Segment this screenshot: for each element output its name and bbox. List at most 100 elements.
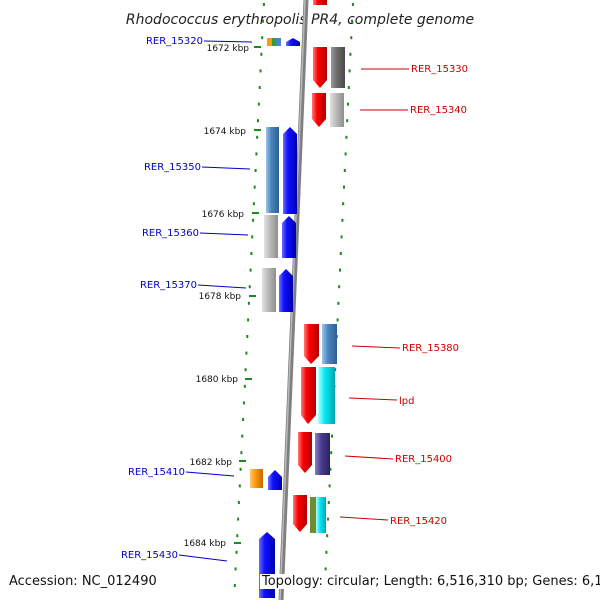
left-guide-dash bbox=[235, 550, 238, 554]
gene-rer-15330[interactable] bbox=[313, 47, 327, 88]
scale-tick-label-1682: 1682 kbp bbox=[190, 458, 233, 468]
leader-rer-15350 bbox=[201, 166, 251, 170]
right-guide-dash bbox=[348, 69, 351, 73]
gene-lpd[interactable] bbox=[318, 367, 335, 424]
left-guide-dash bbox=[241, 434, 244, 438]
left-guide-dash bbox=[254, 169, 257, 172]
leader-rer-15420 bbox=[339, 516, 389, 521]
gene-rer-15340[interactable] bbox=[312, 93, 326, 127]
gene-rer-15400[interactable] bbox=[315, 433, 330, 475]
right-guide-dash bbox=[331, 434, 333, 438]
left-guide-dash bbox=[244, 368, 247, 372]
gene-rer-15420[interactable] bbox=[316, 497, 326, 533]
gene-rer-15370[interactable] bbox=[279, 269, 293, 312]
right-gene-labels: RER_15330 RER_15340 RER_15380 lpd RER_15… bbox=[339, 64, 468, 527]
label-rer-15430[interactable]: RER_15430 bbox=[121, 550, 178, 561]
leader-rer-15360 bbox=[199, 232, 249, 236]
right-guide-dash bbox=[345, 135, 348, 139]
label-rer-15410[interactable]: RER_15410 bbox=[128, 467, 185, 478]
scale-tick-label-1680: 1680 kbp bbox=[196, 375, 239, 385]
left-guide-dash bbox=[248, 285, 251, 289]
right-guide-dash bbox=[327, 517, 329, 521]
left-guide-dash bbox=[240, 451, 243, 455]
label-rer-15330[interactable]: RER_15330 bbox=[411, 64, 468, 75]
right-guide-dash bbox=[325, 550, 328, 554]
gene-red-420a[interactable] bbox=[293, 495, 307, 532]
leader-rer-15430 bbox=[178, 554, 228, 562]
genome-title: Rhodococcus erythropolis PR4, complete g… bbox=[126, 12, 474, 28]
gene-rer-15320[interactable] bbox=[286, 38, 300, 46]
left-guide-dash bbox=[249, 268, 252, 272]
gene-olive[interactable] bbox=[310, 497, 316, 533]
left-guide-dash bbox=[260, 52, 263, 56]
left-guide-dash bbox=[247, 318, 250, 322]
scale-tick-label-1676: 1676 kbp bbox=[202, 210, 245, 220]
gene-red-380a[interactable] bbox=[304, 324, 319, 364]
topology-text: Topology: circular; Length: 6,516,310 bp… bbox=[260, 574, 600, 589]
left-guide-dash bbox=[233, 584, 236, 587]
label-rer-15400[interactable]: RER_15400 bbox=[395, 454, 452, 465]
left-guide-dash bbox=[242, 418, 245, 421]
label-rer-15320[interactable]: RER_15320 bbox=[146, 36, 203, 47]
label-rer-15340[interactable]: RER_15340 bbox=[410, 105, 467, 116]
label-rer-15420[interactable]: RER_15420 bbox=[390, 516, 447, 527]
left-guide-dash bbox=[262, 3, 265, 6]
right-guide-dash bbox=[347, 102, 349, 106]
right-guide-dash bbox=[324, 567, 327, 571]
right-guide-dash bbox=[347, 86, 350, 89]
right-guide-dash bbox=[351, 19, 354, 23]
gene-green-small[interactable] bbox=[272, 38, 276, 46]
label-rer-15360[interactable]: RER_15360 bbox=[142, 228, 199, 239]
scale-tick-label-1684: 1684 kbp bbox=[184, 539, 227, 549]
scale-tick-label-1672: 1672 kbp bbox=[207, 44, 250, 54]
left-guide-dash bbox=[251, 235, 254, 239]
left-guide-dash bbox=[261, 36, 264, 40]
left-guide-dash bbox=[242, 401, 245, 405]
gene-light-grey[interactable] bbox=[330, 93, 344, 127]
gene-rer-15410[interactable] bbox=[268, 470, 282, 490]
left-guide-dash bbox=[256, 135, 259, 139]
right-guide-dash bbox=[327, 501, 330, 504]
gene-orange-lower[interactable] bbox=[250, 469, 263, 488]
leader-rer-15410 bbox=[185, 471, 235, 477]
left-guide-dash bbox=[237, 517, 240, 521]
gene-steel-upper[interactable] bbox=[266, 127, 279, 213]
label-rer-15370[interactable]: RER_15370 bbox=[140, 280, 197, 291]
scale-ticks: 1672 kbp 1674 kbp 1676 kbp 1678 kbp 1680… bbox=[184, 44, 261, 549]
leader-lpd bbox=[348, 397, 398, 401]
left-dashed-guide bbox=[233, 3, 265, 587]
label-lpd[interactable]: lpd bbox=[399, 396, 414, 407]
left-guide-dash bbox=[245, 351, 248, 355]
label-rer-15380[interactable]: RER_15380 bbox=[402, 343, 459, 354]
gene-steel-small[interactable] bbox=[276, 38, 281, 46]
right-guide-dash bbox=[337, 301, 340, 305]
right-guide-dash bbox=[344, 152, 347, 156]
leader-rer-15320 bbox=[203, 40, 253, 43]
left-guide-dash bbox=[237, 501, 240, 504]
gene-grey-lower[interactable] bbox=[262, 268, 276, 312]
gene-rer-15380[interactable] bbox=[322, 324, 337, 364]
right-genes bbox=[293, 0, 345, 533]
accession-text: Accession: NC_012490 bbox=[9, 574, 157, 589]
scale-tick-label-1678: 1678 kbp bbox=[199, 292, 242, 302]
gene-dark-grey[interactable] bbox=[331, 47, 345, 88]
left-guide-dash bbox=[258, 86, 261, 89]
gene-orange-small[interactable] bbox=[267, 38, 272, 46]
scale-tick-label-1674: 1674 kbp bbox=[204, 127, 247, 137]
gene-rer-15360[interactable] bbox=[282, 216, 296, 258]
gene-grey-upper[interactable] bbox=[264, 215, 278, 258]
left-guide-dash bbox=[255, 152, 258, 156]
left-guide-dash bbox=[239, 467, 242, 471]
left-guide-dash bbox=[243, 384, 246, 388]
leader-rer-15370 bbox=[197, 284, 247, 289]
gene-rer-15350[interactable] bbox=[283, 127, 297, 214]
label-rer-15350[interactable]: RER_15350 bbox=[144, 162, 201, 173]
right-guide-dash bbox=[340, 235, 343, 239]
gene-red-lpd-neighbor[interactable] bbox=[301, 367, 316, 424]
gene-red-top[interactable] bbox=[313, 0, 327, 5]
right-guide-dash bbox=[346, 119, 349, 123]
right-guide-dash bbox=[339, 268, 341, 272]
gene-red-400a[interactable] bbox=[298, 432, 312, 473]
left-guide-dash bbox=[257, 119, 259, 123]
